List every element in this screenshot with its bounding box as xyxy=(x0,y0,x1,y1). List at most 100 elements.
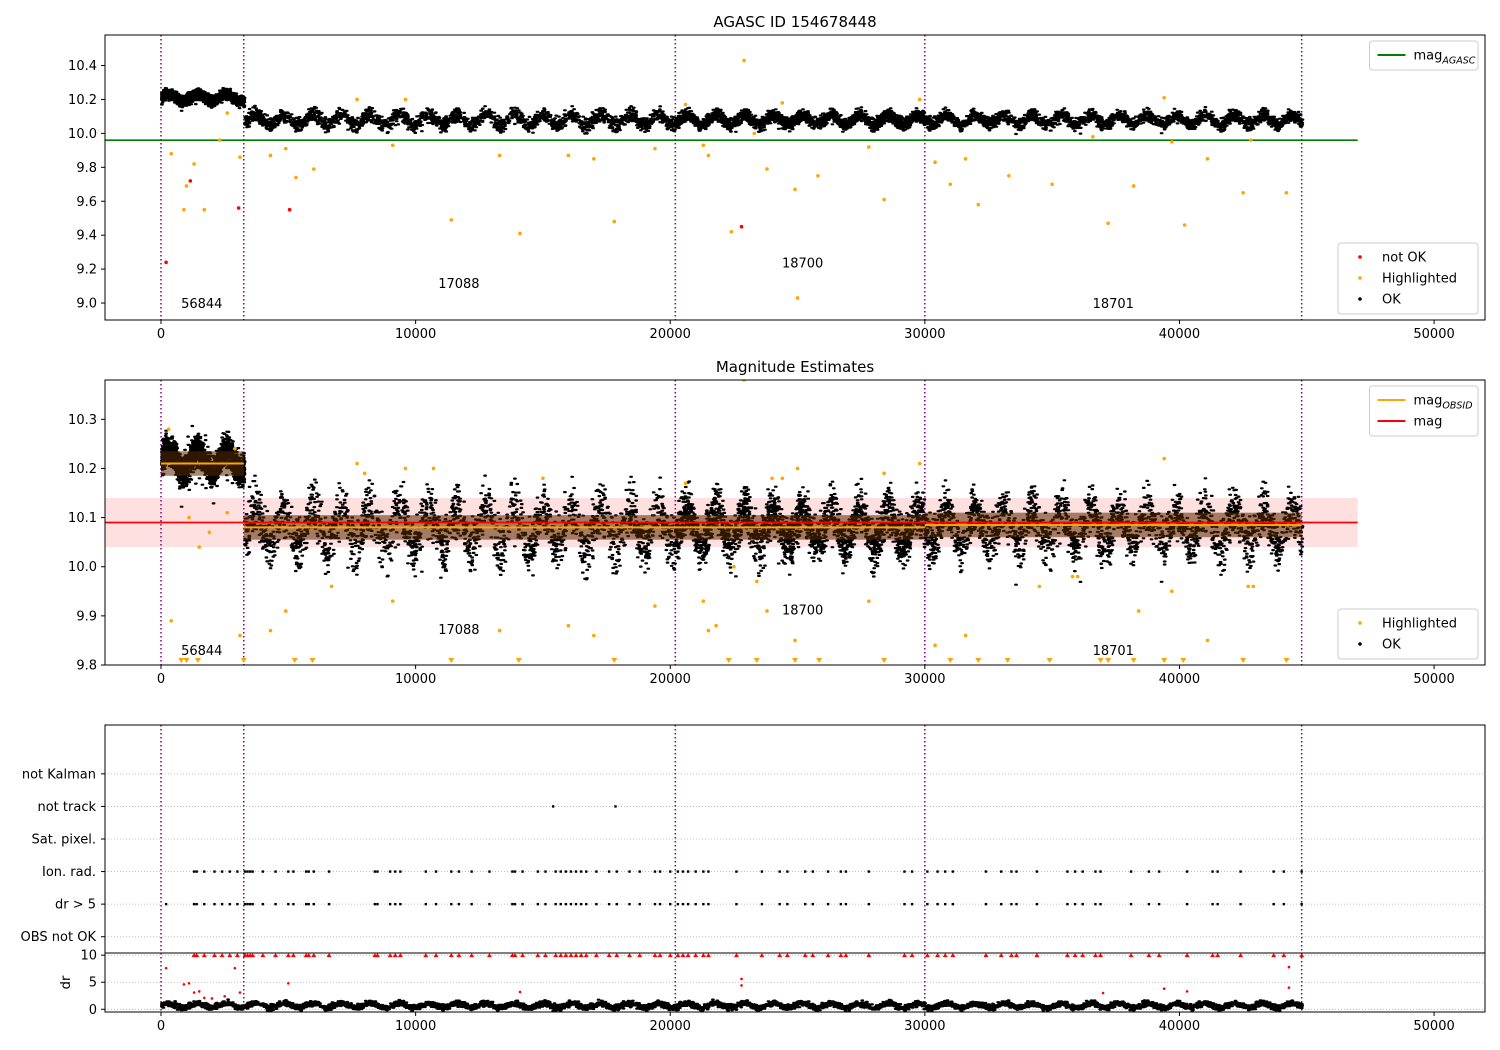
dr-clipped-marker xyxy=(558,953,564,958)
flag-point xyxy=(376,870,379,873)
flag-point xyxy=(213,902,216,906)
flag-point xyxy=(213,870,216,873)
below-range-marker xyxy=(240,658,247,663)
highlighted-point xyxy=(706,153,711,158)
dr-clipped-marker xyxy=(211,953,217,958)
flag-point xyxy=(1000,902,1003,906)
flag-point xyxy=(511,870,514,873)
flag-point xyxy=(470,902,473,906)
y-tick-label: 9.4 xyxy=(76,229,97,244)
legend: not OK Highlighted OK xyxy=(1337,242,1479,315)
flag-point xyxy=(676,870,680,873)
dr-clipped-marker xyxy=(563,953,569,958)
below-range-marker xyxy=(183,658,190,663)
flag-point xyxy=(424,902,428,906)
flag-point xyxy=(327,870,331,873)
legend-label: OK xyxy=(1382,293,1401,308)
highlighted-point xyxy=(1162,95,1166,100)
dr-clipped-marker xyxy=(219,953,225,958)
highlighted-point xyxy=(765,167,769,171)
flag-point xyxy=(760,902,764,906)
flag-point xyxy=(457,870,461,873)
highlighted-point xyxy=(976,202,981,207)
x-tick-label: 10000 xyxy=(395,672,436,687)
flag-point xyxy=(292,870,295,873)
highlighted-point xyxy=(268,628,273,633)
flag-point xyxy=(192,870,196,873)
highlighted-point xyxy=(714,623,718,628)
dr-high-point xyxy=(197,990,201,993)
flag-point xyxy=(1099,902,1102,906)
x-tick-label: 30000 xyxy=(904,1019,945,1034)
flag-point xyxy=(1239,870,1242,873)
flag-point xyxy=(246,870,249,873)
x-tick-label: 20000 xyxy=(650,672,691,687)
flag-point xyxy=(614,805,617,808)
flag-point xyxy=(287,870,290,873)
highlighted-point xyxy=(207,530,212,535)
dr-clipped-marker xyxy=(606,953,612,958)
highlighted-point xyxy=(816,174,820,178)
flag-point xyxy=(574,902,578,906)
flag-point xyxy=(220,870,224,873)
dr-clipped-marker xyxy=(285,953,291,958)
flag-point xyxy=(669,870,672,873)
flag-point xyxy=(1010,902,1013,906)
highlighted-point xyxy=(1205,157,1210,161)
flag-point xyxy=(261,902,265,906)
highlighted-point xyxy=(882,471,886,476)
flag-point xyxy=(786,870,789,873)
flag-point xyxy=(195,902,198,906)
axes-frame-agasc xyxy=(104,34,1486,321)
flag-point xyxy=(903,902,906,906)
below-range-marker xyxy=(881,658,888,663)
obsid-label: 18700 xyxy=(782,256,823,271)
highlighted-point xyxy=(765,609,769,613)
highlighted-point xyxy=(793,638,797,643)
legend-label: not OK xyxy=(1382,251,1427,266)
flag-point xyxy=(220,902,224,906)
flag-point xyxy=(595,870,598,873)
dr-clipped-marker xyxy=(1146,953,1152,958)
y-tick-label: 0 xyxy=(89,1003,97,1018)
flag-point xyxy=(910,902,914,906)
flag-point xyxy=(1272,902,1275,906)
flag-point xyxy=(559,870,562,873)
highlighted-point xyxy=(706,628,711,633)
dr-clipped-marker xyxy=(866,953,872,958)
dr-clipped-marker xyxy=(777,953,783,958)
flag-category-label: Ion. rad. xyxy=(42,865,96,880)
flag-point xyxy=(681,870,685,873)
highlighted-point xyxy=(362,471,367,476)
flag-point xyxy=(686,902,690,906)
y-tick-label: 10.2 xyxy=(68,462,97,477)
flag-point xyxy=(1147,870,1151,873)
highlighted-point xyxy=(948,182,953,187)
dr-clipped-marker xyxy=(693,953,699,958)
dr-clipped-marker xyxy=(423,953,429,958)
not-ok-point xyxy=(739,224,744,229)
flag-point xyxy=(195,870,198,873)
x-tick-label: 20000 xyxy=(650,327,691,342)
dr-clipped-marker xyxy=(374,953,380,958)
highlighted-point xyxy=(963,633,968,638)
dr-clipped-marker xyxy=(657,953,663,958)
flag-point xyxy=(521,902,524,906)
flag-point xyxy=(569,902,573,906)
highlighted-point xyxy=(1007,174,1011,178)
flag-point xyxy=(1099,870,1102,873)
flag-point xyxy=(686,870,690,873)
flag-point xyxy=(564,870,568,873)
flag-point xyxy=(1211,902,1214,906)
legend-label: magAGASC xyxy=(1414,49,1476,67)
dr-clipped-marker xyxy=(542,953,548,958)
below-range-marker xyxy=(1097,658,1104,663)
flag-point xyxy=(304,870,308,873)
flag-point xyxy=(521,870,524,873)
dr-high-point xyxy=(287,982,290,985)
y-tick-label: 5 xyxy=(89,976,97,991)
dr-clipped-marker xyxy=(825,953,831,958)
highlighted-point xyxy=(1050,182,1054,187)
dr-clipped-marker xyxy=(306,953,312,958)
plot-area-agasc xyxy=(105,35,1358,320)
